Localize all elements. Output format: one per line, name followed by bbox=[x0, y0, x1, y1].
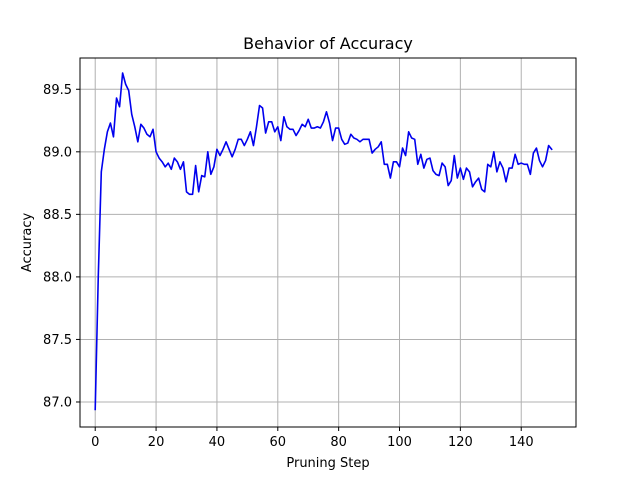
x-tick-label: 0 bbox=[91, 435, 99, 450]
series-layer bbox=[94, 72, 553, 411]
axis-ticks: 0 20 40 60 80 100 120 140 87.0 87.5 88.0 88.5 89.0 89… bbox=[43, 83, 534, 450]
x-tick-label: 80 bbox=[330, 435, 347, 450]
grid bbox=[80, 58, 576, 427]
x-tick-label: 60 bbox=[270, 435, 287, 450]
accuracy-series-line bbox=[94, 72, 553, 411]
x-axis-label: Pruning Step bbox=[286, 456, 369, 471]
y-tick-label: 89.0 bbox=[43, 145, 72, 160]
y-tick-label: 87.5 bbox=[43, 333, 72, 348]
x-tick-label: 100 bbox=[387, 435, 412, 450]
x-tick-label: 40 bbox=[209, 435, 226, 450]
y-tick-label: 88.5 bbox=[43, 208, 72, 223]
chart-title: Behavior of Accuracy bbox=[243, 34, 413, 53]
y-tick-label: 87.0 bbox=[43, 395, 72, 410]
y-tick-label: 88.0 bbox=[43, 270, 72, 285]
y-axis-label: Accuracy bbox=[20, 213, 35, 273]
x-tick-label: 140 bbox=[509, 435, 534, 450]
x-tick-label: 20 bbox=[148, 435, 165, 450]
y-tick-label: 89.5 bbox=[43, 83, 72, 98]
plot-frame bbox=[79, 57, 577, 428]
x-tick-label: 120 bbox=[448, 435, 473, 450]
